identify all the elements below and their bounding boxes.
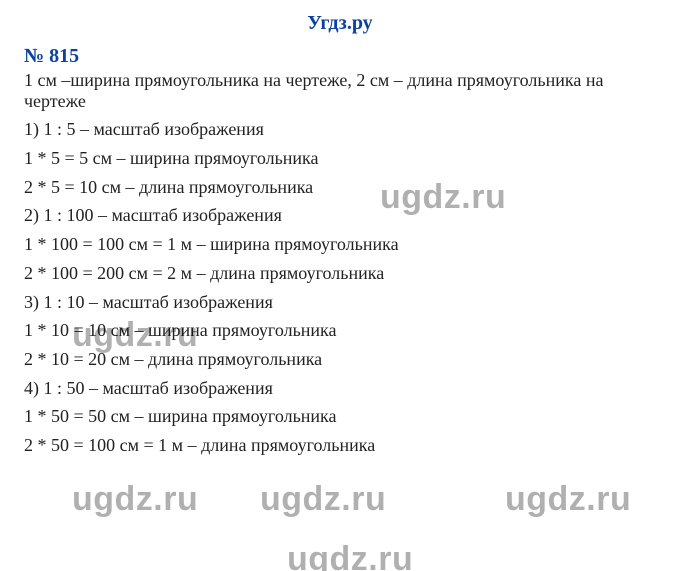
solution-line: 2) 1 : 100 – масштаб изображения xyxy=(24,205,656,226)
solution-line: 3) 1 : 10 – масштаб изображения xyxy=(24,292,656,313)
site-header: Угдз.ру xyxy=(24,12,656,35)
document-page: Угдз.ру № 815 1 см –ширина прямоугольник… xyxy=(0,0,680,571)
solution-line: 1 * 5 = 5 см – ширина прямоугольника xyxy=(24,148,656,169)
solution-line: 1 * 10 = 10 см – ширина прямоугольника xyxy=(24,320,656,341)
solution-line: 1 * 100 = 100 см = 1 м – ширина прямоуго… xyxy=(24,234,656,255)
solution-line: 2 * 100 = 200 см = 2 м – длина прямоугол… xyxy=(24,263,656,284)
solution-line: 2 * 10 = 20 см – длина прямоугольника xyxy=(24,349,656,370)
solution-line: 1) 1 : 5 – масштаб изображения xyxy=(24,119,656,140)
solution-line: 4) 1 : 50 – масштаб изображения xyxy=(24,378,656,399)
problem-number: № 815 xyxy=(24,45,656,68)
solution-line: 2 * 50 = 100 см = 1 м – длина прямоуголь… xyxy=(24,435,656,456)
intro-text: 1 см –ширина прямоугольника на чертеже, … xyxy=(24,70,656,111)
solution-line: 1 * 50 = 50 см – ширина прямоугольника xyxy=(24,406,656,427)
solution-line: 2 * 5 = 10 см – длина прямоугольника xyxy=(24,177,656,198)
